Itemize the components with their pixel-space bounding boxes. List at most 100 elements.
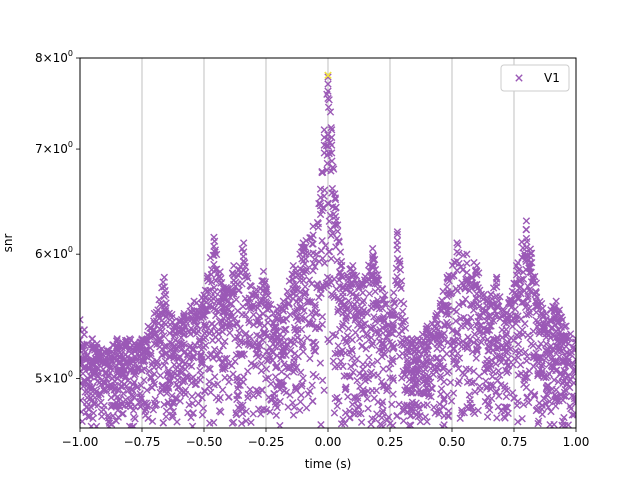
data-point (121, 396, 130, 404)
data-point (520, 380, 528, 389)
data-point (340, 334, 348, 343)
data-point (241, 331, 249, 339)
data-point (502, 392, 511, 401)
data-point (150, 363, 158, 371)
data-point (474, 341, 482, 349)
data-point (308, 280, 316, 288)
data-point (529, 362, 538, 370)
data-point (159, 332, 168, 340)
data-point (234, 333, 242, 342)
data-point (323, 273, 332, 282)
y-tick-label: 7×100 (35, 140, 73, 156)
data-point (299, 374, 307, 382)
data-point (519, 400, 528, 409)
data-point (168, 392, 176, 400)
data-point (233, 395, 241, 404)
data-point (526, 245, 535, 253)
data-point (342, 383, 350, 391)
data-point (327, 124, 335, 132)
data-point (198, 358, 206, 366)
data-point (559, 332, 568, 340)
data-point (315, 293, 323, 302)
data-point (536, 353, 544, 362)
data-point (206, 253, 215, 262)
data-point (212, 311, 220, 320)
data-point (157, 326, 165, 334)
data-point (218, 386, 227, 394)
data-point (534, 417, 543, 425)
data-point (221, 373, 229, 382)
data-point (452, 329, 461, 337)
data-point (130, 378, 138, 386)
data-point (386, 374, 394, 382)
data-point (504, 367, 513, 375)
data-point (343, 372, 351, 380)
data-point (384, 413, 393, 421)
data-point (522, 357, 531, 365)
data-point (262, 365, 271, 373)
data-point (379, 407, 387, 415)
data-point (473, 345, 481, 353)
data-point (308, 397, 317, 405)
data-point (210, 345, 219, 354)
data-point (333, 221, 342, 229)
data-point (242, 407, 250, 415)
data-point (198, 394, 206, 402)
data-point (342, 314, 350, 322)
x-tick-label: −0.25 (248, 435, 285, 449)
data-point (481, 361, 489, 369)
data-point (407, 411, 416, 419)
data-point (247, 418, 255, 427)
series-v1-points (80, 73, 576, 428)
data-point (357, 418, 366, 426)
data-point (530, 351, 538, 359)
data-point (188, 422, 197, 428)
data-point (568, 411, 576, 419)
data-point (343, 339, 351, 347)
data-point (509, 360, 517, 369)
data-point (361, 320, 369, 328)
data-point (292, 383, 300, 391)
data-point (297, 325, 306, 334)
data-point (330, 409, 339, 417)
data-point (210, 381, 218, 389)
data-point (536, 327, 544, 336)
data-point (145, 367, 153, 375)
data-point (219, 283, 228, 292)
data-point (335, 397, 343, 405)
data-point (137, 395, 146, 403)
data-point (167, 403, 175, 411)
data-point (80, 396, 85, 405)
data-point (318, 313, 327, 321)
data-point (324, 131, 332, 139)
y-axis-label: snr (1, 234, 15, 253)
data-point (309, 338, 317, 346)
data-point (487, 290, 495, 299)
data-point (148, 417, 157, 425)
data-point (357, 409, 365, 418)
data-point (465, 336, 474, 344)
data-point (257, 410, 265, 418)
data-point (297, 368, 305, 376)
data-point (495, 371, 504, 379)
data-point (329, 163, 337, 172)
data-point (264, 393, 273, 402)
data-point (390, 288, 398, 297)
data-point (226, 329, 234, 337)
y-tick-label: 6×100 (35, 245, 73, 261)
data-point (485, 406, 494, 414)
data-point (312, 372, 320, 381)
data-point (353, 355, 361, 363)
data-point (400, 300, 408, 308)
data-point (151, 401, 159, 410)
data-point (333, 402, 341, 410)
data-point (160, 361, 168, 369)
data-point (296, 406, 304, 414)
data-point (258, 277, 266, 285)
data-point (287, 337, 295, 345)
data-point (185, 355, 194, 363)
data-point (263, 347, 271, 355)
data-point (419, 401, 428, 409)
data-point (568, 392, 576, 400)
